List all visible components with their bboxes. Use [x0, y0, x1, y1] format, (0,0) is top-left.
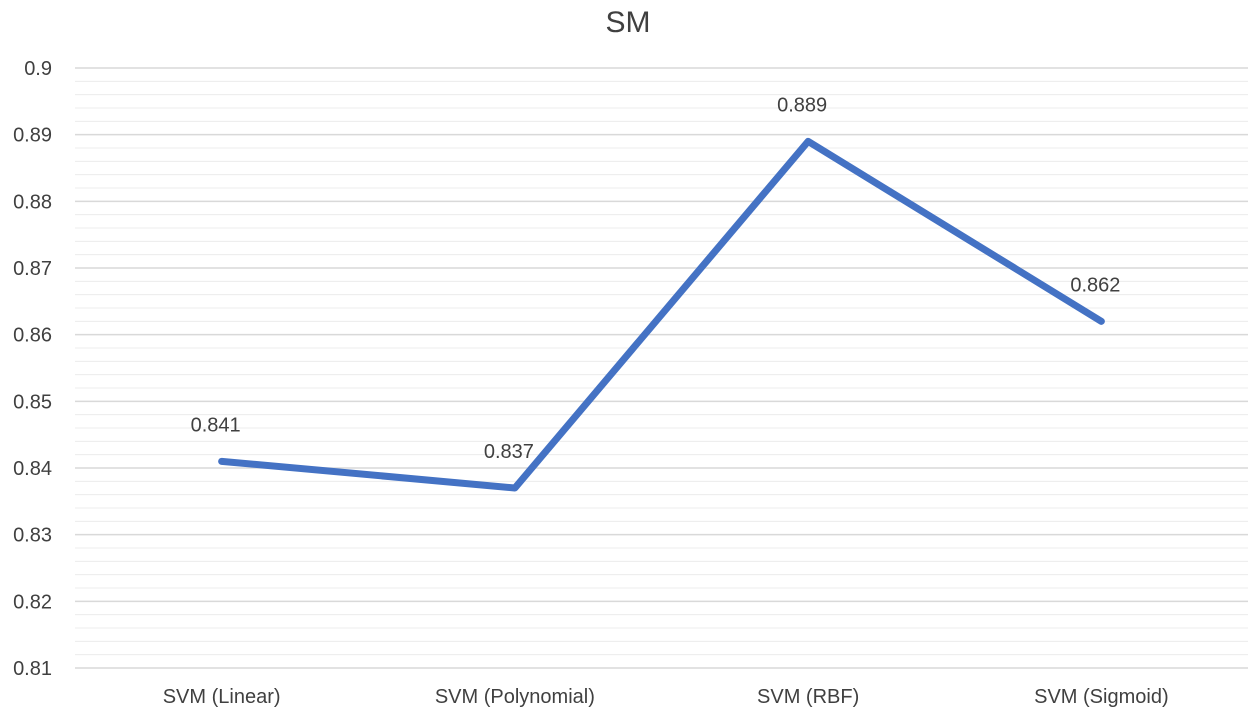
y-tick-label: 0.82 — [13, 591, 52, 613]
data-point — [1100, 320, 1103, 323]
data-labels: 0.841 0.837 0.889 0.862 — [191, 94, 1121, 463]
y-axis-tick-labels: 0.81 0.82 0.83 0.84 0.85 0.86 0.87 0.88 0.89 0.9 — [13, 58, 52, 680]
x-category-label: SVM (Polynomial) — [435, 686, 595, 708]
minor-gridlines — [75, 80, 1248, 656]
y-tick-label: 0.87 — [13, 258, 52, 280]
data-label: 0.841 — [191, 414, 241, 436]
y-tick-label: 0.89 — [13, 125, 52, 147]
y-tick-label: 0.83 — [13, 525, 52, 547]
data-label: 0.837 — [484, 441, 534, 463]
data-point — [807, 140, 810, 143]
x-category-label: SVM (Linear) — [163, 686, 281, 708]
chart-title: SM — [606, 6, 651, 39]
series-line — [218, 137, 1105, 492]
y-tick-label: 0.9 — [24, 58, 52, 80]
series-group — [218, 137, 1105, 492]
x-axis-category-labels: SVM (Linear) SVM (Polynomial) SVM (RBF) SVM… — [163, 686, 1169, 708]
y-tick-label: 0.85 — [13, 391, 52, 413]
x-category-label: SVM (Sigmoid) — [1034, 686, 1168, 708]
data-label: 0.862 — [1070, 274, 1120, 296]
y-tick-label: 0.81 — [13, 658, 52, 680]
y-tick-label: 0.86 — [13, 325, 52, 347]
x-category-label: SVM (RBF) — [757, 686, 859, 708]
data-point — [220, 460, 223, 463]
data-label: 0.889 — [777, 94, 827, 116]
major-gridlines — [75, 67, 1248, 669]
data-point — [513, 487, 516, 489]
y-tick-label: 0.84 — [13, 458, 52, 480]
y-tick-label: 0.88 — [13, 191, 52, 213]
